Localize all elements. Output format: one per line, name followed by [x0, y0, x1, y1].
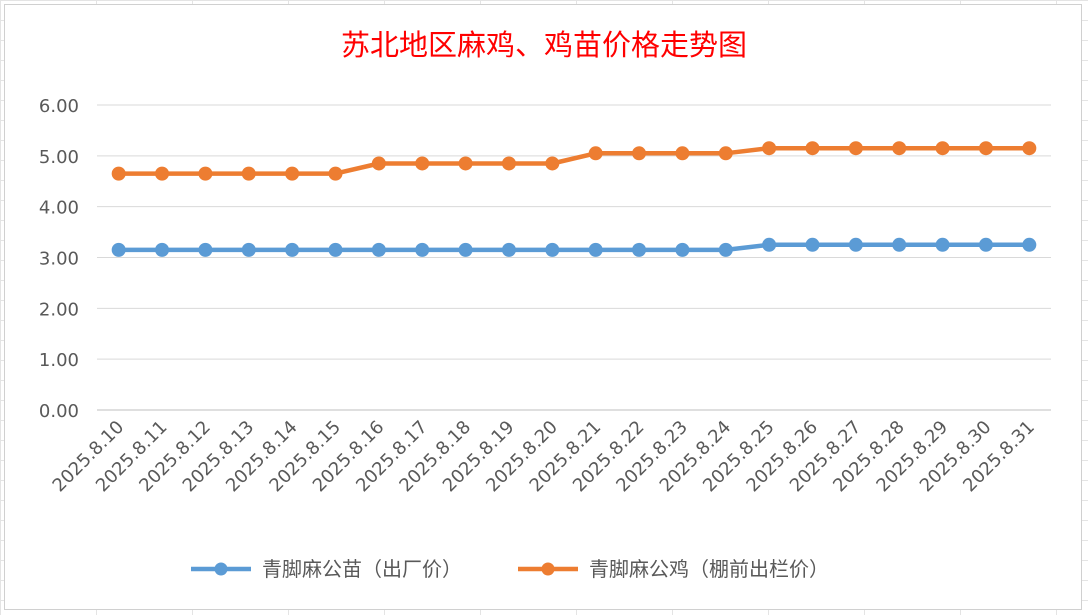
- data-point: [978, 141, 993, 156]
- y-tick-label: 5.00: [39, 147, 79, 168]
- gridlines: [97, 104, 1051, 411]
- chart-title: 苏北地区麻鸡、鸡苗价格走势图: [341, 28, 747, 62]
- data-point: [1022, 237, 1037, 252]
- data-point: [198, 166, 213, 181]
- data-point: [675, 242, 690, 257]
- data-point: [458, 242, 473, 257]
- data-point: [415, 242, 430, 257]
- data-point: [892, 237, 907, 252]
- data-point: [241, 166, 256, 181]
- legend: 青脚麻公苗（出厂价） 青脚麻公鸡（棚前出栏价）: [191, 557, 829, 581]
- data-point: [1022, 141, 1037, 156]
- data-point: [111, 242, 126, 257]
- data-point: [762, 141, 777, 156]
- data-point: [545, 156, 560, 171]
- data-point: [111, 166, 126, 181]
- data-point: [588, 242, 603, 257]
- y-tick-label: 1.00: [39, 350, 79, 371]
- data-point: [501, 242, 516, 257]
- data-point: [675, 146, 690, 161]
- series-line-1: [118, 145, 1030, 176]
- data-point: [371, 156, 386, 171]
- data-point: [848, 237, 863, 252]
- data-point: [848, 141, 863, 156]
- data-point: [155, 166, 170, 181]
- y-tick-label: 3.00: [39, 249, 79, 270]
- data-point: [892, 141, 907, 156]
- data-point: [718, 242, 733, 257]
- data-point: [935, 237, 950, 252]
- data-point: [935, 141, 950, 156]
- data-point: [762, 237, 777, 252]
- data-point: [285, 166, 300, 181]
- y-tick-label: 4.00: [39, 198, 79, 219]
- data-point: [545, 242, 560, 257]
- y-tick-label: 0.00: [39, 401, 79, 422]
- data-point: [588, 146, 603, 161]
- data-point: [415, 156, 430, 171]
- data-point: [805, 141, 820, 156]
- series-line-0: [118, 242, 1030, 253]
- data-point: [198, 242, 213, 257]
- x-axis-tick-labels: 2025.8.102025.8.112025.8.122025.8.132025…: [49, 417, 1039, 497]
- series-lines: [111, 141, 1037, 257]
- data-point: [285, 242, 300, 257]
- legend-label: 青脚麻公苗（出厂价）: [262, 557, 462, 581]
- data-point: [458, 156, 473, 171]
- data-point: [241, 242, 256, 257]
- data-point: [632, 242, 647, 257]
- data-point: [371, 242, 386, 257]
- y-tick-label: 2.00: [39, 299, 79, 320]
- data-point: [328, 242, 343, 257]
- y-axis-tick-labels: 0.00 1.00 2.00 3.00 4.00 5.00 6.00: [39, 96, 79, 422]
- legend-label: 青脚麻公鸡（棚前出栏价）: [589, 557, 829, 581]
- data-point: [328, 166, 343, 181]
- data-point: [501, 156, 516, 171]
- data-point: [632, 146, 647, 161]
- data-point: [155, 242, 170, 257]
- legend-swatch-marker: [214, 562, 228, 576]
- legend-swatch-marker: [541, 562, 555, 576]
- data-point: [718, 146, 733, 161]
- data-point: [978, 237, 993, 252]
- data-point: [805, 237, 820, 252]
- y-tick-label: 6.00: [39, 96, 79, 117]
